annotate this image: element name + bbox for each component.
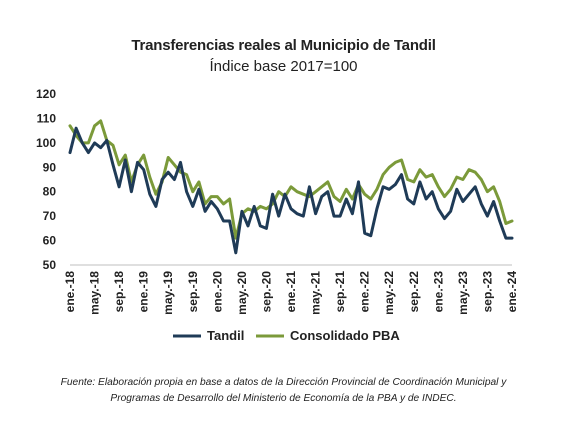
x-tick-label: sep.-18: [112, 271, 126, 313]
y-tick-label: 100: [36, 136, 56, 150]
chart-subtitle: Índice base 2017=100: [209, 58, 358, 75]
x-tick-label: sep.-22: [407, 271, 421, 313]
x-tick-label: may.-23: [456, 271, 470, 315]
y-tick-label: 110: [37, 111, 57, 125]
x-tick-label: sep.-19: [186, 271, 200, 313]
x-tick-label: may.-21: [309, 271, 323, 315]
x-tick-label: ene.-23: [431, 271, 445, 313]
x-tick-label: ene.-22: [358, 271, 372, 313]
series-line-tandil: [68, 126, 514, 255]
x-tick-label: may.-20: [235, 271, 249, 315]
x-tick-label: ene.-18: [63, 271, 77, 313]
y-tick-label: 60: [43, 234, 57, 248]
x-tick-label: may.-22: [382, 271, 396, 315]
source-line-1: Fuente: Elaboración propia en base a dat…: [60, 377, 507, 388]
x-tick-label: may.-19: [161, 271, 175, 315]
legend-label: Consolidado PBA: [290, 328, 400, 343]
line-chart: 50 60 70 80 90 100 110 120 ene.-18 may.-18 sep.-18…: [36, 87, 519, 343]
series-line-consolidado-pba: [68, 119, 514, 240]
x-tick-label: ene.-19: [137, 271, 151, 313]
legend-label: Tandil: [207, 328, 244, 343]
x-tick-label: ene.-20: [210, 271, 224, 313]
y-tick-label: 50: [43, 258, 57, 272]
y-tick-label: 70: [43, 209, 57, 223]
x-tick-label: sep.-20: [259, 271, 273, 313]
x-tick-label: sep.-23: [480, 271, 494, 313]
y-tick-label: 80: [43, 185, 57, 199]
x-tick-label: may.-18: [88, 271, 102, 315]
chart-title: Transferencias reales al Municipio de Ta…: [131, 37, 436, 54]
x-tick-label: sep.-21: [333, 271, 347, 313]
x-tick-label: ene.-21: [284, 271, 298, 313]
y-tick-label: 120: [36, 87, 56, 101]
x-tick-label: ene.-24: [505, 271, 519, 313]
y-tick-label: 90: [43, 160, 57, 174]
source-note: Fuente: Elaboración propia en base a dat…: [0, 375, 567, 407]
source-line-2: Programas de Desarrollo del Ministerio d…: [110, 393, 457, 404]
